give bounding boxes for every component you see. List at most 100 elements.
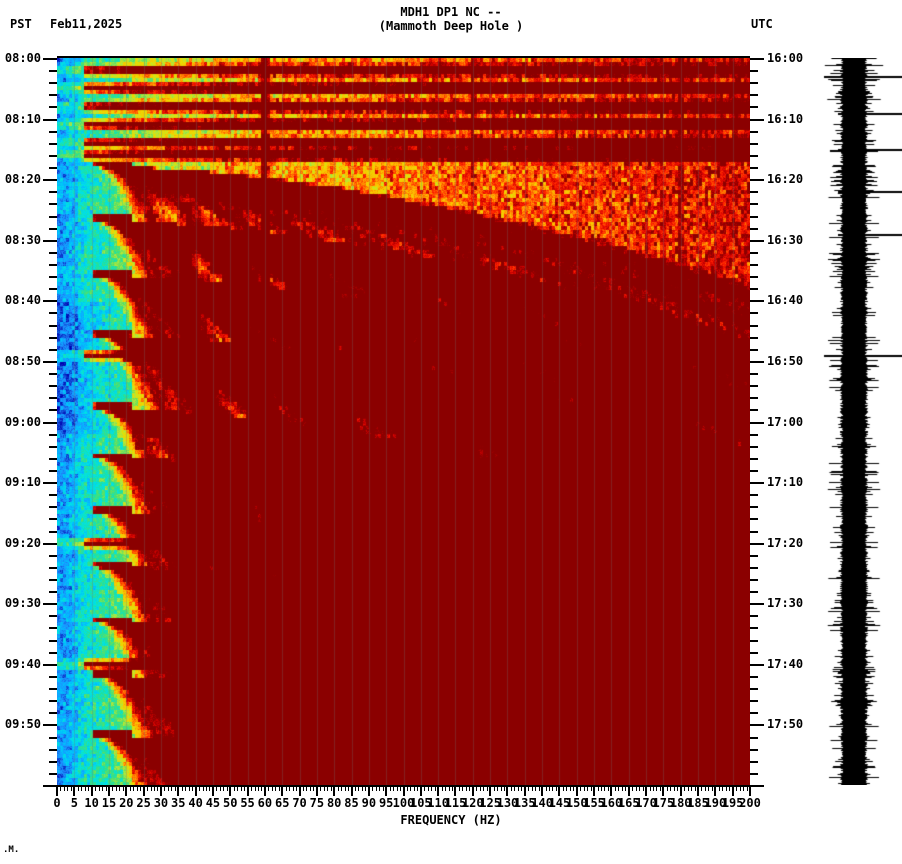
pst-time-minor-tick [49,385,57,387]
frequency-minor-tick [549,785,551,791]
utc-time-minor-tick [750,712,758,714]
utc-time-minor-tick [750,506,758,508]
frequency-tick-label: 180 [669,796,692,810]
frequency-major-tick [367,785,370,796]
frequency-major-tick [125,785,128,796]
frequency-minor-tick [718,785,720,791]
frequency-major-tick [177,785,180,796]
frequency-minor-tick [538,785,540,791]
frequency-minor-tick [417,785,419,791]
frequency-minor-tick [632,785,634,791]
utc-time-minor-tick [750,579,758,581]
pst-time-minor-tick [49,737,57,739]
utc-time-major-tick [750,543,764,545]
frequency-minor-tick [313,785,315,791]
frequency-minor-tick [587,785,589,791]
frequency-major-tick [281,785,284,796]
frequency-minor-tick [746,785,748,791]
frequency-minor-tick [344,785,346,791]
pst-time-label: 09:40 [4,657,41,671]
station-title: MDH1 DP1 NC -- [400,5,502,19]
utc-time-minor-tick [750,652,758,654]
frequency-tick-label: 60 [257,796,273,810]
frequency-minor-tick [251,785,253,791]
frequency-minor-tick [205,785,207,791]
frequency-major-tick [506,785,509,796]
frequency-minor-tick [102,785,104,791]
frequency-major-tick [159,785,162,796]
frequency-minor-tick [306,785,308,791]
frequency-minor-tick [580,785,582,791]
utc-time-major-tick [750,422,764,424]
pst-time-major-tick [43,300,57,302]
pst-time-minor-tick [49,203,57,205]
pst-time-major-tick [43,422,57,424]
pst-time-minor-tick [49,470,57,472]
pst-time-major-tick [43,724,57,726]
frequency-minor-tick [289,785,291,791]
frequency-minor-tick [157,785,159,791]
pst-time-minor-tick [49,446,57,448]
frequency-major-tick [523,785,526,796]
utc-time-minor-tick [750,737,758,739]
frequency-minor-tick [659,785,661,791]
pst-time-major-tick [43,240,57,242]
frequency-major-tick [749,785,751,796]
pst-time-minor-tick [49,591,57,593]
pst-time-minor-tick [49,264,57,266]
utc-time-minor-tick [750,494,758,496]
frequency-minor-tick [704,785,706,791]
frequency-minor-tick [722,785,724,791]
frequency-minor-tick [424,785,426,791]
frequency-minor-tick [469,785,471,791]
utc-time-minor-tick [750,228,758,230]
frequency-axis-title: FREQUENCY (HZ) [400,813,502,827]
frequency-tick-label: 130 [496,796,519,810]
frequency-major-tick [298,785,301,796]
frequency-minor-tick [396,785,398,791]
pst-time-minor-tick [49,106,57,108]
frequency-tick-label: 135 [513,796,536,810]
utc-time-minor-tick [750,191,758,193]
frequency-tick-label: 90 [361,796,377,810]
pst-time-label: 09:20 [4,536,41,550]
frequency-minor-tick [133,785,135,791]
frequency-major-tick [575,785,578,796]
pst-time-minor-tick [49,579,57,581]
frequency-minor-tick [573,785,575,791]
frequency-minor-tick [493,785,495,791]
frequency-minor-tick [497,785,499,791]
frequency-minor-tick [361,785,363,791]
frequency-minor-tick [618,785,620,791]
frequency-tick-label: 150 [565,796,588,810]
frequency-minor-tick [365,785,367,791]
pst-time-minor-tick [49,143,57,145]
frequency-minor-tick [670,785,672,791]
frequency-minor-tick [192,785,194,791]
pst-time-minor-tick [49,506,57,508]
utc-time-label: 16:10 [767,112,804,126]
frequency-minor-tick [233,785,235,791]
frequency-minor-tick [257,785,259,791]
pst-time-minor-tick [49,434,57,436]
frequency-minor-tick [330,785,332,791]
pst-time-minor-tick [49,567,57,569]
amplitude-trace-canvas [820,58,902,785]
frequency-tick-label: 170 [635,796,657,810]
pst-time-major-tick [43,119,57,121]
pst-time-minor-tick [49,688,57,690]
utc-time-minor-tick [750,325,758,327]
utc-time-minor-tick [750,470,758,472]
utc-time-minor-tick [750,70,758,72]
pst-time-label: 08:10 [4,112,41,126]
frequency-major-tick [593,785,596,796]
utc-time-minor-tick [750,700,758,702]
frequency-minor-tick [209,785,211,791]
pst-time-major-tick [43,664,57,666]
frequency-minor-tick [354,785,356,791]
frequency-major-tick [662,785,665,796]
frequency-minor-tick [150,785,152,791]
frequency-major-tick [697,785,700,796]
frequency-minor-tick [154,785,156,791]
frequency-minor-tick [98,785,100,791]
